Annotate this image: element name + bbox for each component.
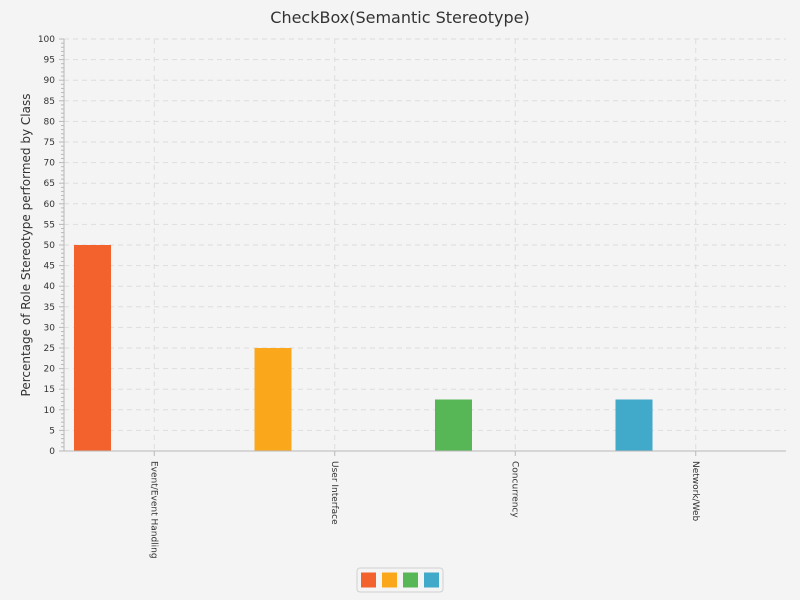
y-tick-label: 85 xyxy=(44,97,55,107)
y-tick-label: 75 xyxy=(44,138,55,148)
y-tick-label: 35 xyxy=(44,303,55,313)
chart-title: CheckBox(Semantic Stereotype) xyxy=(270,8,529,27)
y-tick-label: 95 xyxy=(44,56,55,66)
x-tick-label: Event/Event Handling xyxy=(148,461,158,559)
legend-swatch xyxy=(361,572,376,588)
x-tick-label: Network/Web xyxy=(690,461,700,522)
y-axis-label: Percentage of Role Stereotype performed … xyxy=(19,94,33,397)
y-tick-label: 55 xyxy=(44,220,55,230)
legend-box xyxy=(356,567,444,593)
y-tick-label: 20 xyxy=(44,365,56,375)
y-tick-label: 5 xyxy=(49,426,55,436)
y-tick-label: 15 xyxy=(44,385,55,395)
y-tick-label: 100 xyxy=(38,35,55,45)
y-tick-label: 60 xyxy=(44,200,56,210)
x-axis-category-labels: Event/Event Handling User Interface Concur… xyxy=(148,461,700,559)
legend xyxy=(356,567,444,593)
bar xyxy=(254,348,292,451)
grid-lines xyxy=(64,38,786,451)
bars xyxy=(74,245,653,451)
x-tick-label: User Interface xyxy=(329,461,339,525)
y-tick-label: 40 xyxy=(44,282,56,292)
axes xyxy=(63,39,786,456)
legend-swatch xyxy=(382,572,397,588)
x-tick-label: Concurrency xyxy=(509,461,519,518)
y-tick-label: 25 xyxy=(44,344,55,354)
y-tick-label: 90 xyxy=(44,76,56,86)
bar xyxy=(615,399,653,451)
y-tick-label: 30 xyxy=(44,323,56,333)
legend-swatch xyxy=(403,572,418,588)
bar xyxy=(435,399,472,451)
y-tick-label: 10 xyxy=(44,406,56,416)
legend-swatch xyxy=(424,572,439,588)
bar xyxy=(74,245,111,451)
y-tick-label: 50 xyxy=(44,241,56,251)
y-axis-ticks: 0 5 10 15 20 25 30 35 40 45 50 55 60 65 70 75 80 85 90 95 10… xyxy=(38,35,64,457)
y-tick-label: 80 xyxy=(44,117,56,127)
y-tick-label: 70 xyxy=(44,159,56,169)
y-tick-label: 0 xyxy=(49,447,55,457)
y-tick-label: 45 xyxy=(44,262,55,272)
y-tick-label: 65 xyxy=(44,179,55,189)
